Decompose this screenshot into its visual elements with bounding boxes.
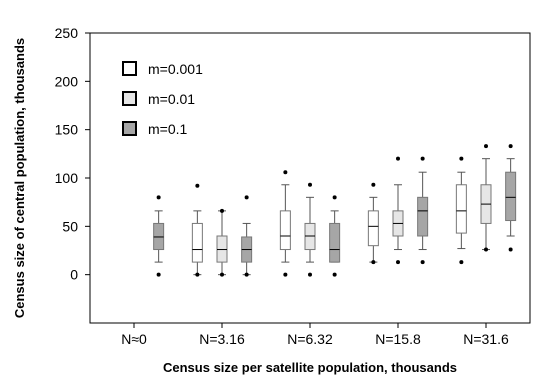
legend-label: m=0.1 <box>148 121 188 137</box>
x-tick-label: N=15.8 <box>375 331 421 347</box>
outlier-point <box>332 195 337 200</box>
y-axis-ticks: 0 50 100 150 200 250 <box>55 25 90 283</box>
box-plot <box>392 156 404 265</box>
box-plot <box>241 195 253 277</box>
outlier-point <box>508 144 513 149</box>
box-iqr <box>455 184 467 234</box>
legend-swatch <box>122 61 137 76</box>
x-tick-label: N=6.32 <box>287 331 333 347</box>
box-iqr <box>191 222 203 263</box>
box-iqr <box>279 210 291 251</box>
x-tick-label: N=31.6 <box>463 331 509 347</box>
box-plot <box>304 182 316 277</box>
outlier-point <box>220 208 224 213</box>
outlier-point <box>308 182 312 187</box>
outlier-point <box>508 247 513 252</box>
y-tick-label: 50 <box>62 218 78 234</box>
outlier-point <box>396 260 400 265</box>
box-plot <box>153 195 165 277</box>
y-tick-label: 150 <box>55 122 79 138</box>
legend-swatch <box>122 91 137 106</box>
outlier-point <box>244 272 249 277</box>
outlier-point <box>420 156 425 161</box>
y-axis-title: Census size of central population, thous… <box>12 38 27 318</box>
box-series <box>153 144 517 277</box>
outlier-point <box>459 156 464 161</box>
y-tick-label: 250 <box>55 25 79 41</box>
box-iqr <box>417 196 429 237</box>
box-plot <box>417 156 429 265</box>
outlier-point <box>484 247 488 252</box>
box-plot <box>191 183 203 277</box>
box-plot <box>480 144 492 252</box>
y-tick-label: 200 <box>55 73 79 89</box>
box-iqr <box>329 222 341 263</box>
outlier-point <box>371 182 376 187</box>
x-axis-ticks: N≈0 N=3.16 N=6.32 N=15.8 N=31.6 <box>121 323 509 347</box>
legend-label: m=0.01 <box>148 91 195 107</box>
outlier-point <box>371 260 376 265</box>
outlier-point <box>283 272 288 277</box>
outlier-point <box>396 156 400 161</box>
y-tick-label: 0 <box>70 267 78 283</box>
x-tick-label: N=3.16 <box>199 331 245 347</box>
y-tick-label: 100 <box>55 170 79 186</box>
box-plot <box>455 156 467 265</box>
x-tick-label: N≈0 <box>121 331 147 347</box>
box-plot <box>279 170 291 277</box>
outlier-point <box>156 195 161 200</box>
box-plot <box>505 144 517 252</box>
outlier-point <box>420 260 425 265</box>
x-axis-title: Census size per satellite population, th… <box>163 360 457 375</box>
box-plot <box>329 195 341 277</box>
outlier-point <box>195 272 200 277</box>
legend-swatch <box>122 121 137 136</box>
legend: m=0.001 m=0.01 m=0.1 <box>122 61 203 137</box>
outlier-point <box>195 183 200 188</box>
outlier-point <box>308 272 312 277</box>
outlier-point <box>332 272 337 277</box>
box-plot <box>367 182 379 265</box>
outlier-point <box>244 195 249 200</box>
outlier-point <box>459 260 464 265</box>
legend-label: m=0.001 <box>148 61 203 77</box>
outlier-point <box>156 272 161 277</box>
outlier-point <box>220 272 224 277</box>
box-iqr <box>505 171 517 222</box>
outlier-point <box>283 170 288 175</box>
box-plot <box>216 208 228 277</box>
box-iqr <box>367 210 379 247</box>
outlier-point <box>484 144 488 149</box>
